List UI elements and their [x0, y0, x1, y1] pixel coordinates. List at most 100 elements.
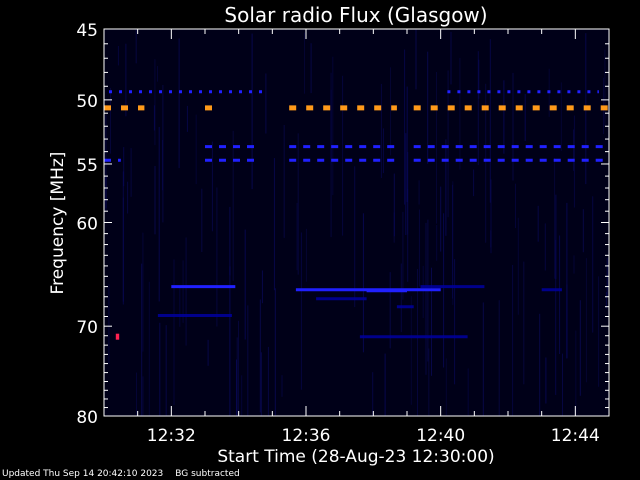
noise-stripe	[173, 259, 175, 405]
noise-stripe	[393, 173, 395, 237]
noise-stripe	[490, 230, 492, 248]
noise-stripe	[406, 86, 408, 203]
noise-stripe	[247, 305, 249, 416]
noise-stripe	[555, 194, 557, 280]
noise-stripe	[362, 213, 364, 353]
noise-stripe	[573, 255, 575, 274]
noise-stripe	[422, 265, 424, 318]
plot-area	[104, 29, 609, 416]
noise-stripe	[566, 284, 568, 359]
noise-stripe	[330, 72, 332, 166]
plot-background	[104, 29, 609, 416]
x-tick-label: 12:44	[551, 426, 600, 446]
noise-stripe	[332, 56, 334, 196]
noise-stripe	[110, 87, 111, 154]
noise-stripe	[236, 359, 237, 416]
noise-stripe	[447, 70, 449, 218]
noise-stripe	[165, 325, 167, 416]
noise-stripe	[503, 80, 505, 154]
noise-stripe	[425, 222, 427, 375]
noise-stripe	[330, 89, 332, 238]
noise-stripe	[554, 157, 556, 279]
noise-stripe	[517, 217, 519, 315]
noise-stripe	[405, 133, 407, 235]
noise-stripe	[445, 358, 447, 416]
x-tick-label: 12:36	[282, 426, 331, 446]
noise-stripe	[108, 284, 110, 364]
noise-stripe	[418, 180, 420, 205]
y-tick-label: 50	[76, 92, 98, 112]
noise-stripe	[178, 38, 180, 169]
noise-stripe	[579, 300, 581, 396]
noise-stripe	[122, 171, 124, 305]
updated-timestamp: Updated Thu Sep 14 20:42:10 2023	[2, 469, 164, 479]
noise-stripe	[274, 288, 276, 416]
noise-stripe	[305, 228, 307, 282]
noise-stripe	[117, 46, 119, 66]
noise-stripe	[523, 261, 525, 385]
noise-stripe	[141, 263, 143, 416]
noise-stripe	[477, 51, 479, 166]
noise-stripe	[402, 211, 404, 300]
noise-stripe	[404, 49, 406, 205]
noise-stripe	[559, 235, 561, 354]
noise-stripe	[182, 260, 184, 323]
x-tick-label: 12:32	[147, 426, 196, 446]
footer-status: Updated Thu Sep 14 20:42:10 2023 BG subtr…	[2, 469, 252, 480]
noise-stripe	[142, 232, 144, 352]
noise-stripe	[136, 372, 137, 416]
noise-stripe	[410, 296, 412, 405]
noise-stripe	[296, 203, 298, 271]
noise-stripe	[207, 339, 209, 366]
noise-stripe	[259, 299, 261, 413]
noise-stripe	[598, 276, 600, 387]
noise-stripe	[515, 183, 516, 228]
noise-stripe	[283, 125, 285, 238]
noise-stripe	[452, 181, 454, 305]
noise-stripe	[244, 229, 246, 340]
noise-stripe	[260, 352, 262, 416]
noise-stripe	[562, 353, 563, 416]
noise-stripe	[201, 188, 203, 252]
noise-stripe	[473, 169, 475, 197]
noise-stripe	[585, 258, 587, 383]
noise-stripe	[555, 239, 557, 395]
noise-stripe	[229, 266, 231, 416]
noise-stripe	[605, 292, 607, 309]
noise-stripe	[154, 59, 156, 146]
noise-stripe	[281, 375, 283, 397]
noise-stripe	[440, 186, 442, 252]
noise-stripe	[105, 115, 107, 212]
noise-stripe	[157, 66, 158, 82]
noise-stripe	[342, 75, 344, 236]
y-tick-label: 55	[76, 156, 98, 176]
noise-stripe	[185, 237, 187, 346]
noise-stripe	[186, 105, 188, 132]
noise-stripe	[125, 43, 127, 117]
y-axis-label: Frequency [MHz]	[48, 152, 68, 295]
noise-stripe	[300, 232, 302, 390]
noise-stripe	[148, 281, 150, 416]
noise-stripe	[179, 286, 181, 327]
noise-stripe	[573, 129, 574, 171]
noise-stripe	[158, 127, 160, 302]
y-tick-label: 60	[76, 215, 98, 235]
noise-stripe	[592, 196, 594, 333]
noise-stripe	[606, 257, 608, 297]
noise-stripe	[498, 300, 500, 416]
noise-stripe	[417, 269, 418, 416]
noise-stripe	[467, 368, 469, 416]
noise-stripe	[582, 209, 584, 253]
noise-stripe	[261, 270, 263, 304]
noise-stripe	[490, 179, 492, 254]
noise-stripe	[297, 133, 299, 275]
noise-stripe	[216, 187, 218, 327]
chart-title: Solar radio Flux (Glasgow)	[224, 3, 487, 27]
noise-stripe	[445, 139, 447, 236]
noise-stripe	[436, 225, 438, 261]
noise-stripe	[431, 267, 432, 376]
noise-stripe	[489, 39, 491, 203]
noise-stripe	[310, 43, 312, 94]
noise-stripe	[159, 322, 161, 416]
